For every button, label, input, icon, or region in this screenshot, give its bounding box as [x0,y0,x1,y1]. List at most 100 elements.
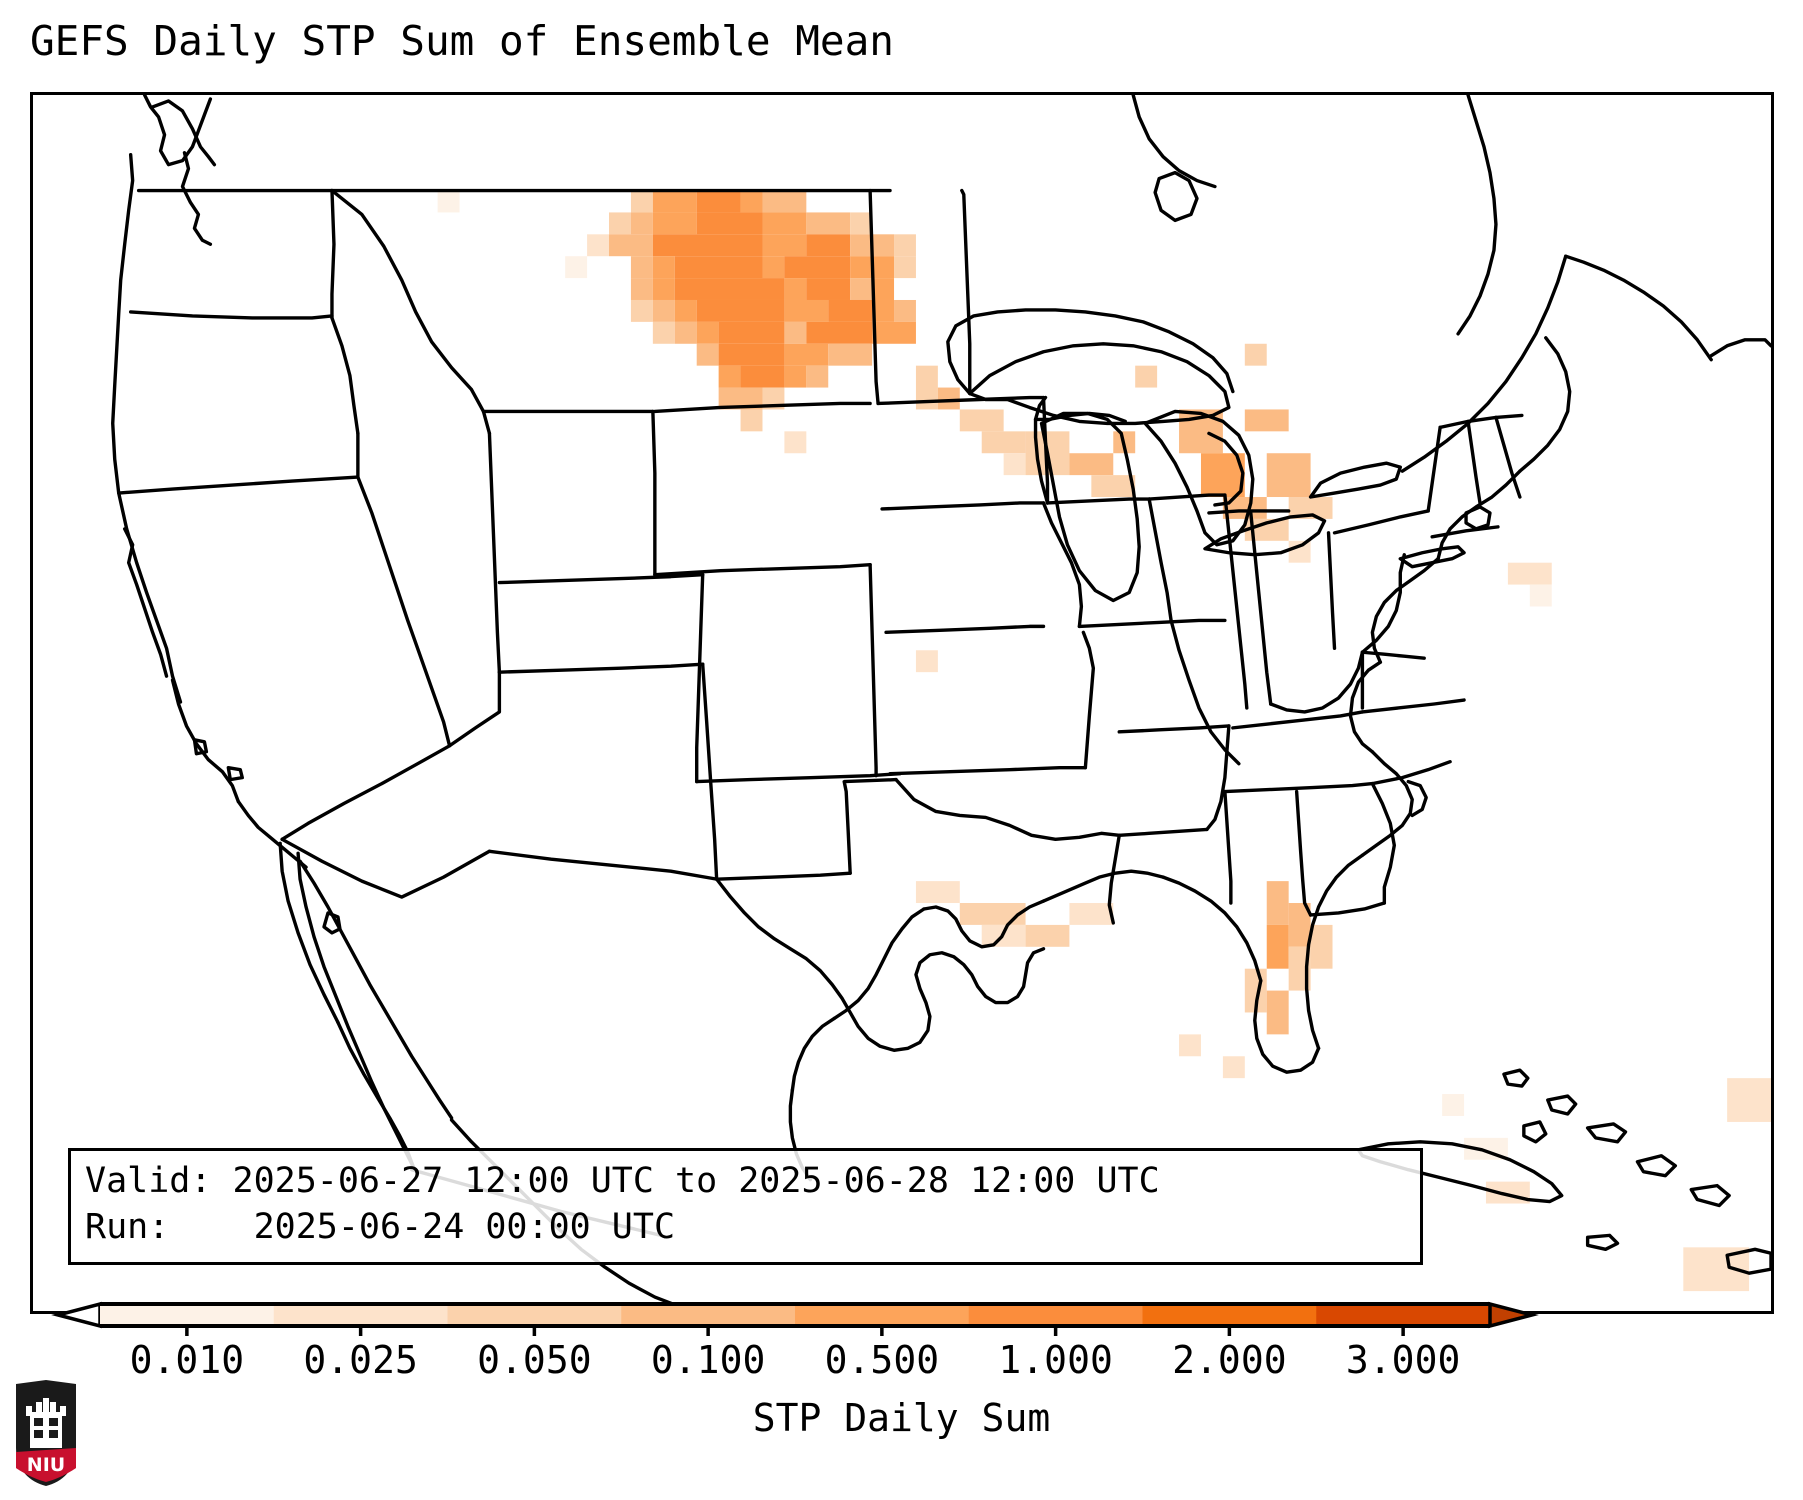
raster-cell [696,190,741,213]
border-sc-nc [1370,760,1452,786]
coastline-california-south [236,799,308,869]
raster-cell [740,365,785,388]
border-ks-ok [888,765,1088,776]
border-california-arizona-mexico [280,837,492,899]
raster-cell [1310,924,1333,969]
raster-cell [1179,1034,1201,1057]
border-vt-nh [1466,419,1482,505]
coastline-baja-gulf-side [296,851,416,1170]
map-canvas[interactable]: Valid: 2025-06-27 12:00 UTC to 2025-06-2… [33,95,1771,1311]
border-oregon-idaho [330,316,360,436]
island-bahamas-3 [1585,1122,1628,1144]
border-california-nevada [356,475,452,748]
lake-winnipeg [1153,170,1199,223]
border-sd-ne [880,501,1046,511]
island-bahamas-2 [1546,1094,1578,1116]
border-utah-arizona [497,662,705,674]
raster-cell [828,299,873,322]
coastline-mid-atlantic [1370,557,1440,664]
gulf-st-lawrence [1564,254,1713,362]
raster-cell [894,299,916,322]
colorbar-segment [100,1304,275,1326]
border-illinois-missouri [1169,618,1241,766]
raster-cell [872,321,916,344]
colorbar[interactable] [0,1296,1803,1336]
coastline-georgia-florida-east [1304,853,1365,1050]
border-nd-sd [876,395,1046,406]
island-cedros [322,911,342,935]
coastline-louisiana [922,899,1046,949]
border-illinois-indiana [1223,493,1249,710]
raster-cell [587,234,610,257]
border-nevada-arizona [447,670,502,748]
colorbar-segment [621,1304,796,1326]
island-bahamas-5 [1689,1183,1731,1208]
raster-cell [652,278,675,300]
raster-cell [674,256,763,279]
border-ms-alabama [1223,789,1233,905]
colorbar-tick-label: 0.010 [129,1338,245,1382]
raster-cell [806,234,851,257]
coastline-california-north [122,527,169,678]
border-idaho-washington [330,188,336,320]
colorbar-tick-label: 1.000 [998,1338,1113,1382]
border-ne-ks [884,624,1046,635]
coastline-maine [1518,336,1572,473]
raster-cell [1266,924,1289,969]
niu-logo: NIU [16,1380,76,1486]
border-montana-wyoming [653,401,872,414]
raster-cell [1244,343,1267,366]
border-iowa-missouri [1077,618,1227,629]
newfoundland-coast [1709,338,1771,358]
coastline-texas-south [790,1016,836,1092]
raster-cell [1266,990,1289,1035]
border-tn-alabama-georgia [1223,781,1375,794]
border-nc-va [1360,698,1466,714]
border-utah-colorado-wyoming [497,572,705,585]
border-louisiana-texas [1107,833,1121,925]
raster-cell [784,278,807,300]
colorbar-segment [795,1304,970,1326]
georgian-bay-detail [1207,431,1245,507]
raster-cell [872,299,895,322]
lake-huron [1143,409,1255,547]
coastline-pacific-northwest [142,95,213,167]
border-new-england-internal [1438,413,1524,430]
outer-banks [1406,779,1428,818]
border-montana-nd [868,188,880,406]
raster-cell [630,190,653,213]
coastline-carolinas [1360,750,1414,857]
raster-cell [784,365,807,388]
raster-cell [806,321,873,344]
gulf-of-california [298,859,454,1120]
raster-cell [674,321,697,344]
border-nh-maine [1494,415,1522,499]
map-panel[interactable]: Valid: 2025-06-27 12:00 UTC to 2025-06-2… [30,92,1774,1314]
raster-cell [915,881,960,904]
colorbar-svg [51,1301,1539,1336]
colorbar-tick-label: 0.050 [477,1338,592,1382]
border-pa-east [1360,553,1406,654]
raster-cell [630,212,653,235]
raster-cell [609,212,631,235]
lake-ontario [1308,461,1402,499]
coastline-florida-west [1161,875,1263,983]
border-ma-ct-ri [1430,525,1500,539]
border-ohio-pennsylvania [1326,531,1337,650]
border-nevada-utah-idaho [487,431,502,674]
raster-cell [937,387,960,410]
border-oregon-nevada-california [117,431,360,495]
coastline-quebec-north [1456,95,1498,336]
coastline-texas-gulf [832,907,926,1021]
long-island [1398,545,1466,569]
colorbar-tick-label: 2.000 [1172,1338,1287,1382]
raster-cell [1003,453,1026,476]
island-jamaica [1585,1233,1620,1251]
logo-banner-text: NIU [27,1454,65,1476]
stp-data-raster [437,190,1771,1292]
raster-cell [959,409,1004,432]
annotation-box: Valid: 2025-06-27 12:00 UTC to 2025-06-2… [68,1148,1423,1265]
raster-cell [1069,453,1114,476]
colorbar-segment [1142,1304,1317,1326]
border-wisconsin-illinois [1147,493,1227,501]
